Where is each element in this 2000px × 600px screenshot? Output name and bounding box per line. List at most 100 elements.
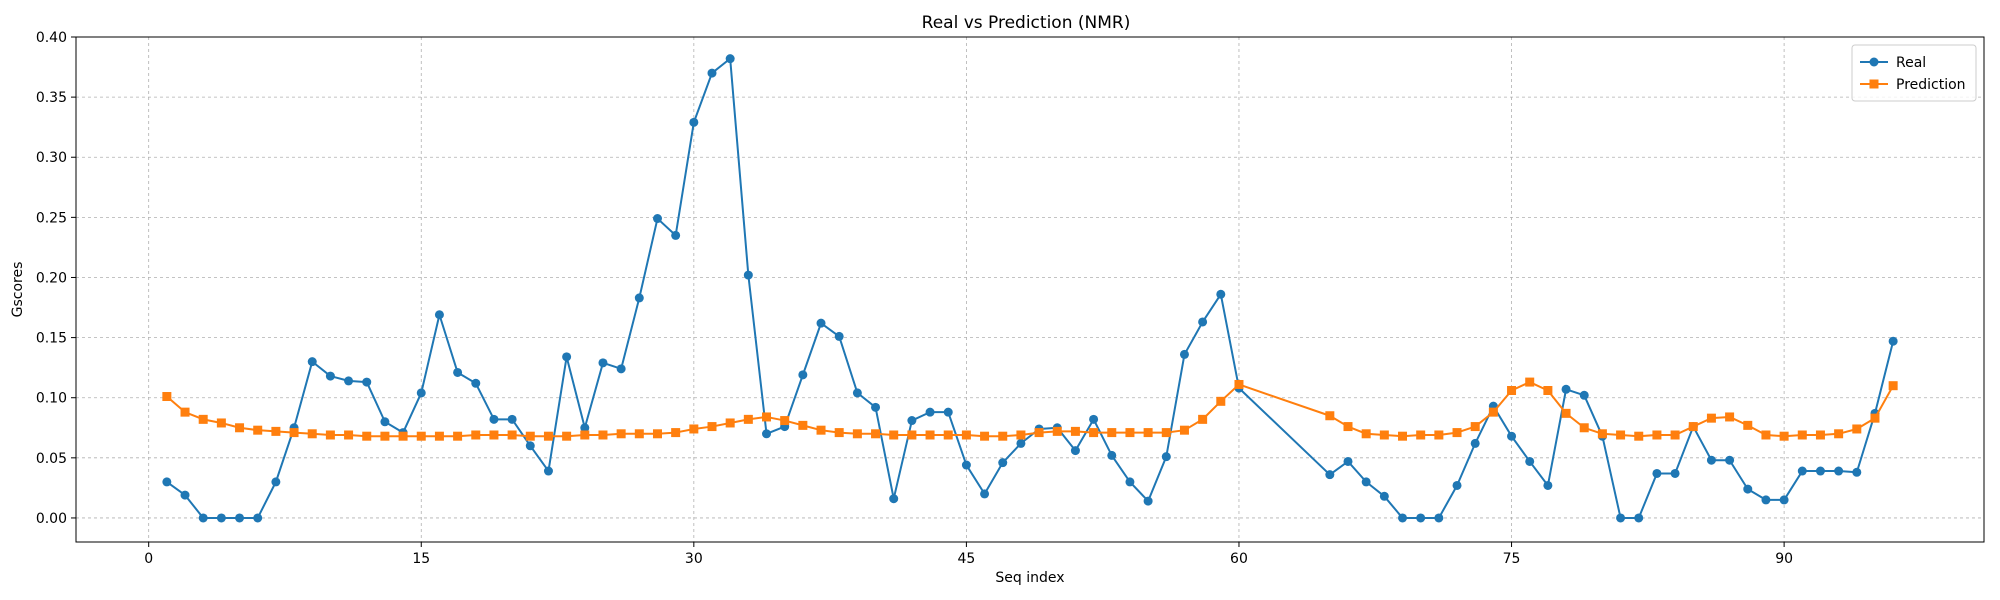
legend-label: Prediction — [1896, 77, 1966, 93]
data-point-prediction — [671, 428, 681, 438]
data-point-real — [216, 513, 226, 523]
data-point-real — [1125, 477, 1135, 487]
data-point-real — [1016, 438, 1026, 448]
data-point-prediction — [398, 431, 408, 441]
data-point-prediction — [743, 414, 753, 424]
data-point-real — [562, 352, 572, 362]
x-tick-label: 15 — [412, 551, 430, 567]
x-tick-label: 0 — [144, 551, 153, 567]
data-point-real — [1143, 496, 1153, 506]
data-point-real — [1561, 384, 1571, 394]
data-point-prediction — [1507, 386, 1517, 395]
data-point-real — [1107, 450, 1117, 460]
data-point-prediction — [434, 431, 444, 441]
data-point-real — [1761, 495, 1771, 505]
data-point-prediction — [216, 418, 226, 428]
data-point-prediction — [1107, 428, 1117, 438]
series-layer — [162, 54, 1898, 523]
data-point-prediction — [362, 431, 372, 441]
data-point-prediction — [980, 431, 990, 441]
data-point-real — [1670, 468, 1680, 478]
data-point-real — [453, 367, 463, 377]
data-point-prediction — [453, 431, 463, 441]
data-point-prediction — [562, 431, 572, 441]
data-point-prediction — [235, 423, 245, 433]
y-tick-label: 0.05 — [36, 451, 67, 467]
data-point-prediction — [1325, 411, 1335, 421]
data-point-prediction — [943, 430, 953, 440]
data-point-prediction — [1070, 426, 1080, 436]
data-point-prediction — [1634, 431, 1644, 441]
data-point-real — [325, 371, 335, 381]
data-point-real — [344, 376, 354, 386]
data-point-prediction — [198, 414, 208, 424]
data-point-real — [362, 377, 372, 387]
data-point-prediction — [1034, 428, 1044, 438]
x-tick-label: 45 — [957, 551, 975, 567]
data-point-real — [634, 293, 644, 303]
data-point-prediction — [380, 431, 390, 441]
data-point-prediction — [652, 429, 662, 439]
x-tick-label: 60 — [1230, 551, 1248, 567]
data-point-prediction — [1725, 412, 1735, 422]
data-point-real — [162, 477, 172, 487]
data-point-prediction — [1579, 423, 1589, 433]
data-point-prediction — [1616, 430, 1626, 440]
data-point-prediction — [1488, 407, 1498, 417]
data-point-real — [1543, 480, 1553, 490]
legend-marker — [1869, 57, 1879, 67]
data-point-prediction — [871, 429, 881, 439]
data-point-real — [1725, 455, 1735, 465]
data-point-real — [1179, 349, 1189, 359]
data-point-prediction — [762, 412, 772, 422]
data-point-real — [416, 388, 426, 398]
data-point-prediction — [798, 420, 808, 430]
data-point-prediction — [1525, 377, 1535, 387]
data-point-prediction — [1652, 430, 1662, 440]
series-line-real — [166, 57, 1895, 519]
data-point-real — [871, 402, 881, 412]
data-point-prediction — [1815, 430, 1825, 440]
data-point-prediction — [1343, 422, 1353, 432]
data-point-real — [743, 270, 753, 280]
data-point-prediction — [1761, 430, 1771, 440]
data-point-real — [434, 310, 444, 320]
data-point-prediction — [907, 430, 917, 440]
data-point-prediction — [1597, 429, 1607, 439]
data-point-real — [725, 54, 735, 64]
data-point-prediction — [344, 430, 354, 440]
data-point-real — [271, 477, 281, 487]
data-point-real — [1815, 466, 1825, 476]
x-tick-label: 75 — [1503, 551, 1521, 567]
data-point-prediction — [707, 422, 717, 432]
data-point-prediction — [1561, 408, 1571, 418]
data-point-prediction — [1052, 426, 1062, 436]
data-point-real — [1161, 452, 1171, 462]
data-point-prediction — [1143, 428, 1153, 438]
data-point-real — [307, 357, 317, 367]
data-point-real — [507, 414, 517, 424]
data-point-real — [1361, 477, 1371, 487]
data-point-real — [1579, 390, 1589, 400]
data-point-prediction — [162, 392, 172, 402]
axes-frame — [75, 36, 1985, 543]
data-point-real — [580, 423, 590, 433]
data-point-prediction — [689, 424, 699, 434]
data-point-real — [907, 416, 917, 426]
data-point-real — [253, 513, 263, 523]
legend-entry-real: Real — [1860, 55, 1926, 71]
x-axis-label: Seq index — [995, 570, 1064, 586]
data-point-real — [543, 466, 553, 476]
data-point-real — [652, 214, 662, 224]
data-point-real — [943, 407, 953, 417]
data-point-prediction — [1379, 430, 1389, 440]
data-point-prediction — [998, 431, 1008, 441]
x-tick-label: 30 — [685, 551, 703, 567]
y-axis: 0.00 0.05 0.10 0.15 0.20 0.25 0.30 0.35 0.40 — [36, 30, 76, 527]
data-point-real — [471, 378, 481, 388]
data-point-prediction — [289, 428, 299, 438]
data-point-real — [889, 494, 899, 504]
data-point-prediction — [525, 431, 535, 441]
data-point-real — [380, 417, 390, 427]
